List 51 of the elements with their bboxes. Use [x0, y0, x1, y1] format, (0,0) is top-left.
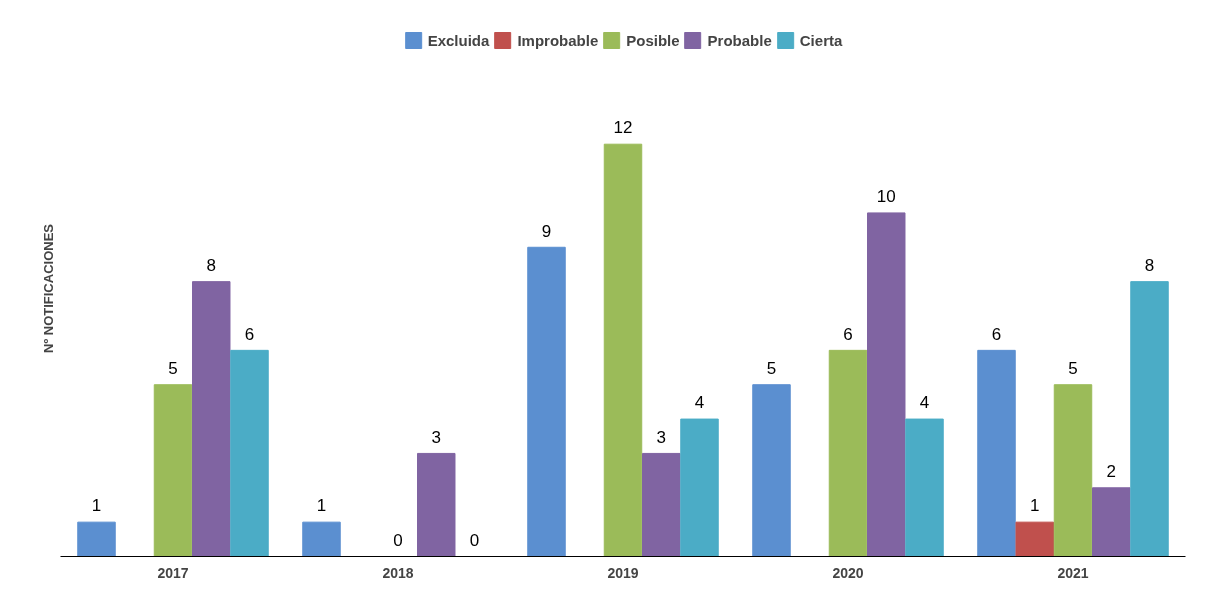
x-tick-label: 2018	[382, 564, 414, 581]
bar	[77, 521, 116, 557]
data-label: 3	[431, 427, 441, 447]
data-label: 0	[469, 530, 480, 550]
bar	[977, 349, 1016, 557]
bar	[417, 452, 456, 557]
data-label: 2	[1106, 462, 1116, 482]
data-label: 6	[244, 324, 255, 344]
bar	[603, 143, 643, 557]
data-label: 8	[206, 255, 216, 275]
legend-label: Probable	[707, 31, 772, 49]
bar	[230, 349, 269, 557]
legend-label: Excluida	[427, 31, 490, 49]
data-label: 1	[1030, 496, 1040, 516]
x-tick-label: 2020	[832, 564, 864, 581]
x-tick-label: 2017	[157, 564, 189, 581]
bar	[1092, 487, 1131, 557]
bar	[302, 521, 341, 557]
data-label: 3	[656, 427, 666, 447]
bar	[153, 384, 193, 557]
data-label: 6	[991, 324, 1002, 344]
bar	[527, 246, 566, 557]
data-label: 4	[694, 393, 705, 413]
data-label: 0	[393, 530, 403, 550]
data-label: 10	[876, 187, 896, 207]
bar	[1130, 281, 1169, 557]
data-label: 8	[1144, 255, 1155, 275]
bar	[905, 418, 944, 557]
bar	[680, 418, 719, 557]
bar	[1015, 521, 1054, 557]
bar	[828, 349, 868, 557]
data-label: 9	[541, 221, 552, 241]
y-axis-title: Nº NOTIFICACIONES	[40, 223, 56, 353]
data-label: 1	[91, 496, 102, 516]
bar	[642, 452, 681, 557]
data-label: 12	[613, 118, 633, 138]
data-label: 6	[843, 324, 853, 344]
data-label: 5	[766, 358, 777, 378]
legend-label: Cierta	[799, 31, 843, 49]
data-label: 4	[919, 393, 930, 413]
bar	[1053, 384, 1093, 557]
data-label: 1	[316, 496, 327, 516]
bar	[867, 212, 906, 557]
x-tick-label: 2019	[607, 564, 639, 581]
legend-label: Improbable	[517, 31, 599, 49]
data-label: 5	[1068, 358, 1078, 378]
data-label: 5	[168, 358, 178, 378]
bar	[752, 384, 791, 557]
bar	[192, 281, 231, 557]
x-tick-label: 2021	[1057, 564, 1089, 581]
legend-label: Posible	[626, 31, 680, 49]
